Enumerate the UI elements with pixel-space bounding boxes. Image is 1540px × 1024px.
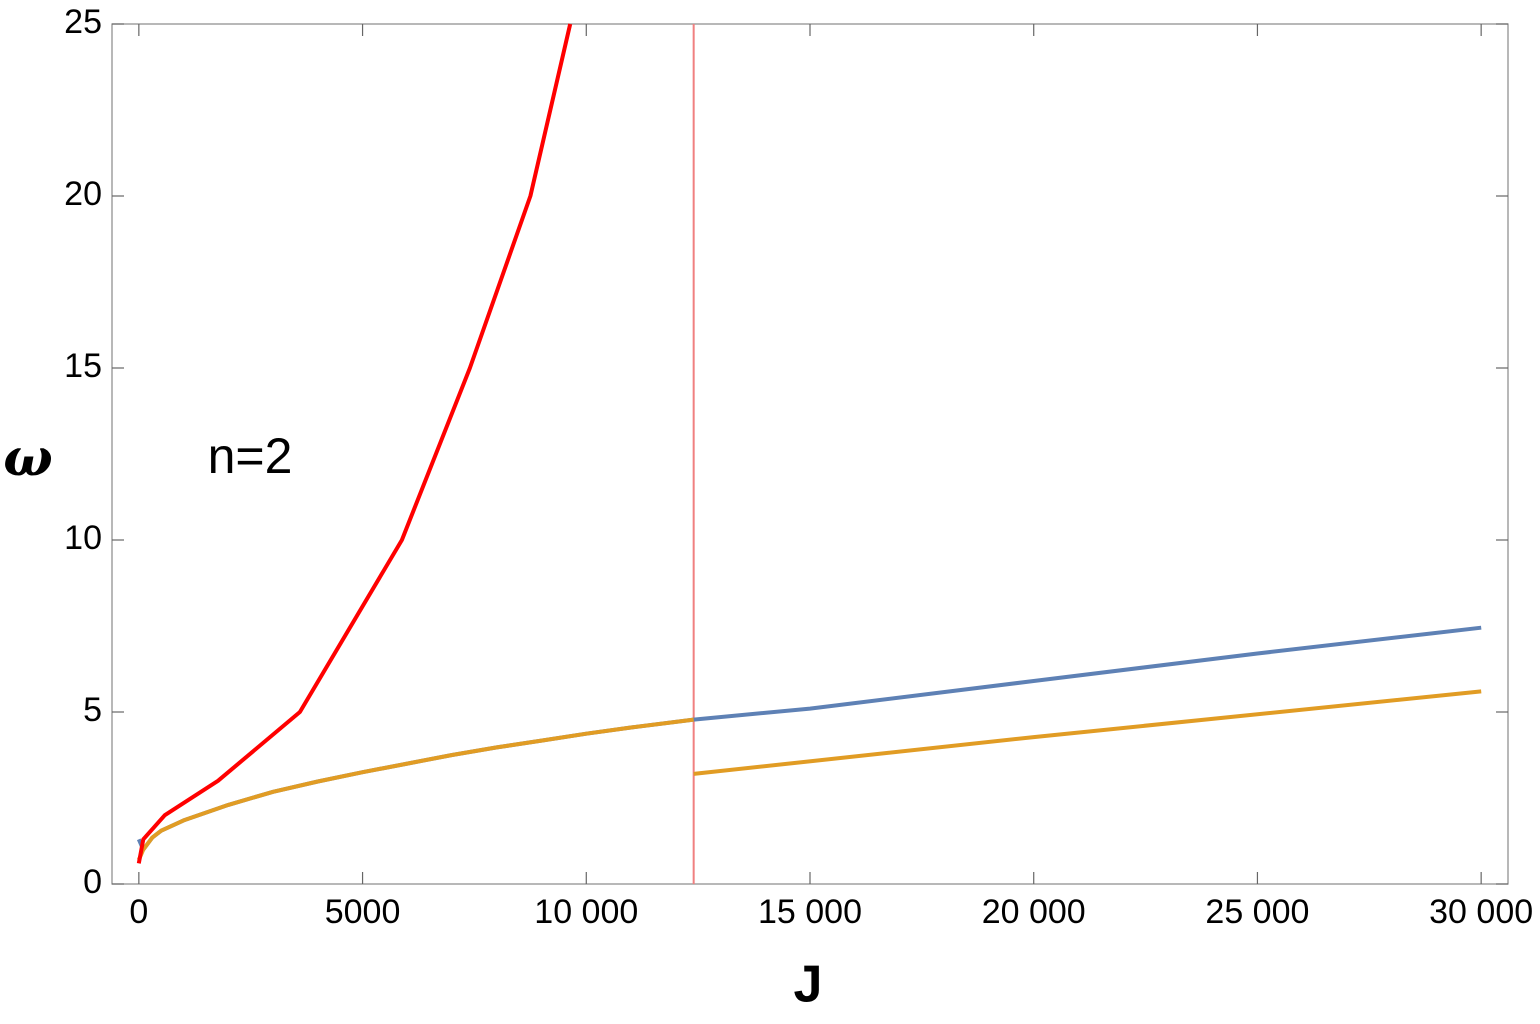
y-tick-label: 10: [64, 519, 102, 557]
y-axis-label: ω: [3, 428, 53, 489]
plot-frame: [111, 23, 1509, 885]
series-line: [136, 625, 1482, 852]
y-tick-label: 5: [83, 691, 102, 729]
x-axis-label: J: [794, 956, 823, 1014]
y-tick-label: 20: [64, 175, 102, 213]
y-tick-label: 15: [64, 347, 102, 385]
x-tick-label: 30 000: [1429, 893, 1533, 931]
x-tick-label: 10 000: [534, 893, 638, 931]
y-tick-label: 0: [83, 863, 102, 901]
series-line: [136, 689, 1482, 861]
x-tick-label: 15 000: [758, 893, 862, 931]
annotation: n=2: [208, 428, 293, 484]
x-tick-label: 5000: [325, 893, 401, 931]
y-tick-label: 25: [64, 3, 102, 41]
series-line: [136, 23, 573, 864]
x-tick-label: 25 000: [1205, 893, 1309, 931]
x-tick-label: 20 000: [982, 893, 1086, 931]
x-tick-label: 0: [129, 893, 148, 931]
